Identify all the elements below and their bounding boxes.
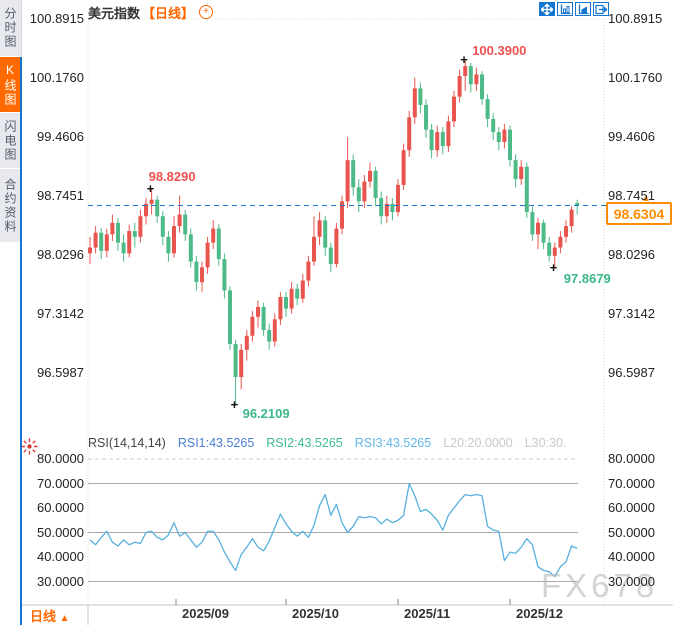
price-axis-label-left: 97.3142 [37,305,84,321]
annotation-label: 96.2109 [242,405,290,421]
sidebar-tab-label: 闪电图 [3,119,17,162]
rsi-settings-icon[interactable] [21,438,38,455]
price-axis-label-left: 100.1760 [29,70,84,85]
sidebar-tab-contract-info[interactable]: 合约资料 [0,169,21,242]
export-chart-icon[interactable] [593,2,609,16]
price-axis-label-right: 96.5987 [608,365,655,380]
rsi2-value: RSI2:43.5265 [266,436,343,450]
rsi-axis-label-left: 60.0000 [37,500,84,515]
rsi-l30-value: L30:30. [524,436,567,450]
rsi3-value: RSI3:43.5265 [354,436,432,450]
rsi-axis-label-left: 30.0000 [37,573,84,589]
sidebar-tab-flash[interactable]: 闪电图 [0,113,21,168]
instrument-title: 美元指数 [88,5,141,21]
sidebar-tab-label: 合约资料 [3,177,17,234]
crosshair-mark: + [230,396,239,412]
rsi-axis-label-left: 80.0000 [37,451,84,466]
chart-title-bar: 美元指数 【日线】 + [88,4,214,21]
month-label: 2025/09 [182,606,229,621]
period-tag: 【日线】 [142,5,195,21]
period-selector-label: 日线 [30,609,57,624]
period-selector-button[interactable]: 日线 ▲ [30,606,70,625]
sidebar-tab-timeline[interactable]: 分时图 [0,0,21,56]
price-axis-label-left: 96.5987 [37,365,84,380]
price-axis-label-right: 100.8915 [608,11,663,26]
month-label: 2025/11 [404,606,451,621]
sidebar-tab-label: 分时图 [3,7,17,49]
scale-axis-filled-icon[interactable] [575,2,591,16]
sidebar: 分时图 K线图 闪电图 合约资料 [0,0,22,625]
price-axis-label-left: 99.4606 [37,128,84,144]
current-price-value: 98.6304 [613,205,665,222]
price-axis-label-right: 100.1760 [608,70,663,85]
rsi-axis-label-left: 50.0000 [37,524,84,540]
panel-left-accent-border [20,57,22,625]
annotation-label: 98.8290 [148,169,196,185]
rsi-axis-label-left: 40.0000 [37,549,84,564]
rsi-l20-value: L20:20.0000 [443,436,513,450]
rsi-axis-label-right: 40.0000 [608,549,655,564]
current-price-box: 98.6304 [606,202,672,226]
crosshair-mark: + [549,260,558,276]
month-label: 2025/10 [292,606,339,621]
annotation-label: 100.3900 [472,43,527,59]
rsi1-value: RSI1:43.5265 [177,436,255,450]
sidebar-tab-label: K线图 [3,62,17,107]
crosshair-mark: + [146,181,155,197]
price-axis-label-left: 100.8915 [29,11,84,26]
chevron-up-icon: ▲ [59,613,70,624]
rsi-axis-label-right: 80.0000 [608,451,655,466]
price-axis-label-left: 98.0296 [37,247,84,262]
crosshair-move-icon[interactable] [539,2,555,16]
rsi-axis-label-right: 70.0000 [608,475,655,491]
rsi-axis-label-right: 60.0000 [608,500,655,515]
fx678-watermark: FX678 [541,567,659,604]
price-axis-label-right: 98.0296 [608,247,655,262]
chart-toolbar [539,2,609,16]
rsi-indicator-header: RSI(14,14,14) RSI1:43.5265 RSI2:43.5265 … [88,436,566,450]
month-label: 2025/12 [516,606,563,621]
price-axis-label-right: 97.3142 [608,305,655,321]
price-axis-label-left: 98.7451 [37,188,84,203]
crosshair-mark: + [460,52,468,68]
price-up-arrow-icon: ▲ [641,193,651,205]
annotation-label: 97.8679 [563,271,611,287]
rsi-params-label: RSI(14,14,14) [88,436,166,450]
price-axis-label-right: 99.4606 [608,128,655,144]
scale-axis-icon[interactable] [557,2,573,16]
sidebar-tab-candlestick[interactable]: K线图 [0,57,21,112]
add-compare-icon[interactable]: + [199,5,214,19]
rsi-axis-label-left: 70.0000 [37,475,84,491]
rsi-axis-label-right: 30.0000 [608,573,655,589]
price-axis-label-right: 98.7451 [608,188,655,203]
rsi-axis-label-right: 50.0000 [608,524,655,540]
